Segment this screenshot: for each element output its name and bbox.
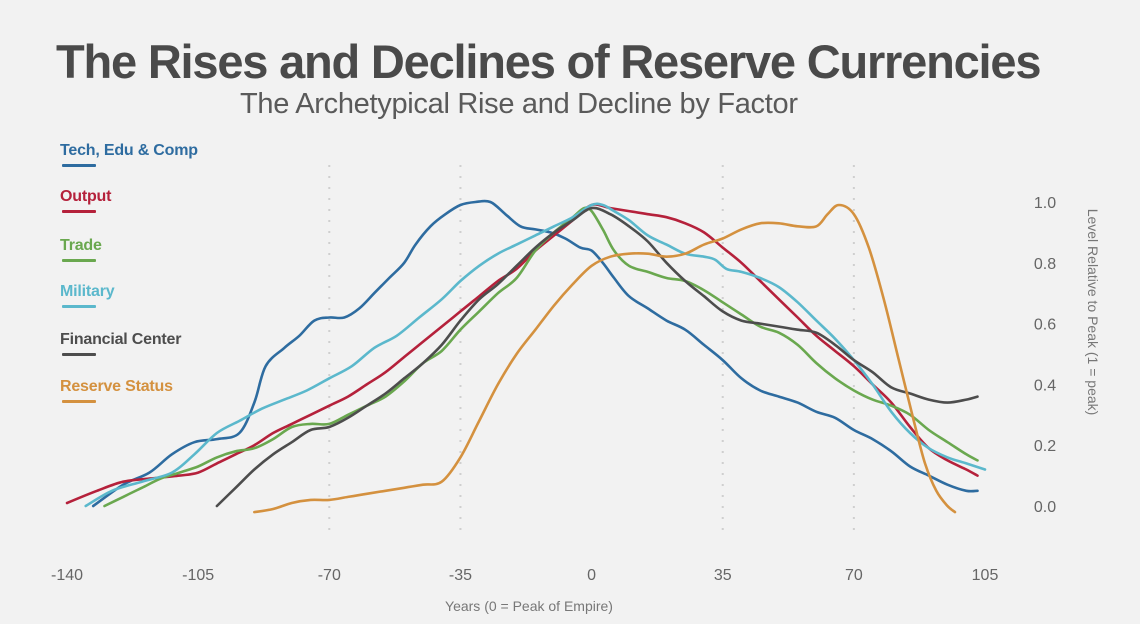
x-tick-label: -35 xyxy=(449,567,472,584)
x-tick-label: -105 xyxy=(182,567,214,584)
legend-swatch xyxy=(62,400,96,403)
x-tick-label: 35 xyxy=(714,567,732,584)
y-axis-ticks: 0.0 0.2 0.4 0.6 0.8 1.0 xyxy=(1034,195,1056,516)
y-tick-label: 0.6 xyxy=(1034,317,1056,334)
x-axis-title: Years (0 = Peak of Empire) xyxy=(445,598,613,614)
x-tick-label: 0 xyxy=(587,567,596,584)
series-line-trade xyxy=(103,206,979,508)
y-tick-label: 0.2 xyxy=(1034,438,1056,455)
x-tick-label: 105 xyxy=(972,567,999,584)
legend-swatch xyxy=(62,305,96,308)
series-line-financial-center xyxy=(215,206,979,508)
legend-label: Tech, Edu & Comp xyxy=(60,142,198,159)
series-line-reserve-status xyxy=(253,203,957,514)
legend-item-output: Output xyxy=(60,188,111,213)
gridlines xyxy=(328,165,855,535)
legend-label: Military xyxy=(60,283,115,300)
y-tick-label: 0.8 xyxy=(1034,256,1056,273)
chart-subtitle: The Archetypical Rise and Decline by Fac… xyxy=(240,88,798,120)
chart-title: The Rises and Declines of Reserve Curren… xyxy=(56,35,1041,88)
legend-item-military: Military xyxy=(60,283,115,308)
series-lines xyxy=(65,199,987,514)
legend-swatch xyxy=(62,210,96,213)
legend-label: Trade xyxy=(60,237,102,254)
legend-label: Financial Center xyxy=(60,331,182,348)
legend-swatch xyxy=(62,259,96,262)
legend-item-trade: Trade xyxy=(60,237,102,262)
legend-label: Reserve Status xyxy=(60,378,173,395)
y-axis-title: Level Relative to Peak (1 = peak) xyxy=(1085,209,1101,416)
series-line-output xyxy=(65,203,979,505)
legend-label: Output xyxy=(60,188,112,205)
series-line-tech-edu-comp xyxy=(91,199,979,508)
x-tick-label: -140 xyxy=(51,567,83,584)
legend-item-tech-edu-comp: Tech, Edu & Comp xyxy=(60,142,198,167)
y-tick-label: 0.4 xyxy=(1034,377,1056,394)
x-axis-ticks: -140 -105 -70 -35 0 35 70 105 xyxy=(51,567,998,584)
x-tick-label: -70 xyxy=(318,567,341,584)
legend-swatch xyxy=(62,353,96,356)
legend-item-reserve-status: Reserve Status xyxy=(60,378,173,403)
legend-swatch xyxy=(62,164,96,167)
x-tick-label: 70 xyxy=(845,567,863,584)
y-tick-label: 0.0 xyxy=(1034,499,1056,516)
legend-item-financial-center: Financial Center xyxy=(60,331,181,356)
series-line-military xyxy=(84,202,987,508)
y-tick-label: 1.0 xyxy=(1034,195,1056,212)
